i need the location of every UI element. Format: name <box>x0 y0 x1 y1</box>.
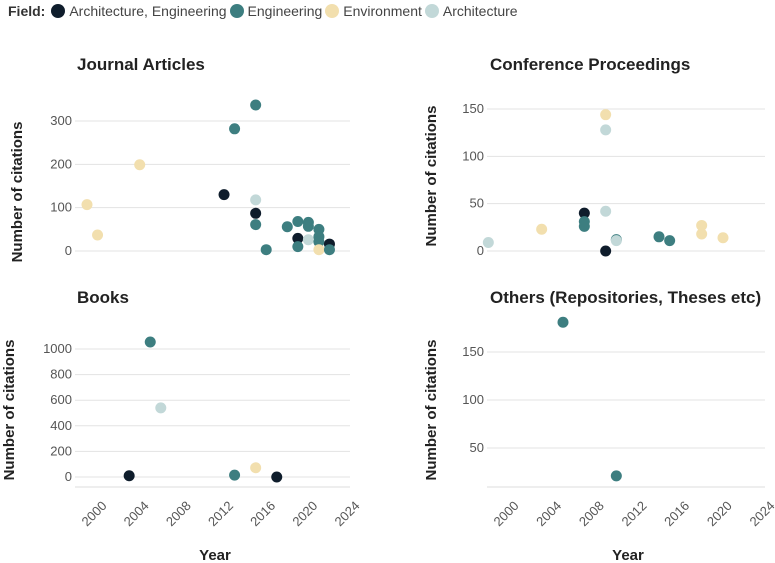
y-axis-label: Number of citations <box>423 340 440 481</box>
data-point <box>229 469 241 481</box>
legend-swatch <box>51 4 66 18</box>
x-tick-label: 2020 <box>289 498 320 529</box>
x-tick-label: 2016 <box>661 498 692 529</box>
y-tick-label: 50 <box>470 440 484 455</box>
y-tick-label: 200 <box>50 156 72 171</box>
y-tick-label: 400 <box>50 418 72 433</box>
x-tick-label: 2008 <box>163 498 194 529</box>
y-tick-label: 150 <box>462 101 484 116</box>
x-tick-label: 2024 <box>332 498 363 529</box>
data-point <box>610 470 622 482</box>
data-point <box>696 228 708 240</box>
data-point <box>92 229 104 241</box>
data-point <box>250 219 262 231</box>
y-tick-label: 100 <box>50 200 72 215</box>
data-point <box>250 99 262 111</box>
x-tick-label: 2024 <box>747 498 775 529</box>
x-tick-label: 2012 <box>619 498 650 529</box>
y-tick-label: 0 <box>65 469 72 484</box>
data-point <box>557 316 569 328</box>
y-axis-label: Number of citations <box>9 122 26 263</box>
legend-label: Environment <box>343 3 422 19</box>
panel-title: Journal Articles <box>77 55 205 74</box>
data-point <box>229 123 241 135</box>
data-point <box>302 234 314 246</box>
data-point <box>155 402 167 414</box>
data-point <box>610 235 622 247</box>
y-tick-label: 0 <box>477 243 484 258</box>
data-point <box>600 245 612 257</box>
x-tick-label: 2016 <box>247 498 278 529</box>
data-point <box>313 244 325 256</box>
x-tick-label: 2004 <box>121 498 152 529</box>
data-point <box>292 232 304 244</box>
data-point <box>653 231 665 243</box>
y-axis-label: Number of citations <box>423 106 440 247</box>
x-tick-label: 2008 <box>576 498 607 529</box>
y-tick-label: 50 <box>470 196 484 211</box>
legend-label: Architecture, Engineering <box>69 3 227 19</box>
data-point <box>664 235 676 247</box>
x-tick-label: 2020 <box>704 498 735 529</box>
y-tick-label: 100 <box>462 148 484 163</box>
data-point <box>271 471 283 483</box>
data-point <box>218 189 230 201</box>
data-point <box>578 207 590 219</box>
x-tick-label: 2000 <box>79 498 110 529</box>
legend-item-architecture: Architecture <box>424 3 518 19</box>
panel-title: Books <box>77 288 129 307</box>
x-axis-label: Year <box>612 547 644 563</box>
legend-swatch <box>424 4 439 18</box>
data-point <box>696 219 708 231</box>
y-axis-label: Number of citations <box>1 340 18 481</box>
y-tick-label: 800 <box>50 367 72 382</box>
legend-swatch <box>325 4 340 18</box>
panel-title: Others (Repositories, Theses etc) <box>490 288 761 307</box>
legend-title: Field: <box>8 3 46 19</box>
x-tick-label: 2000 <box>491 498 522 529</box>
legend-item-engineering: Engineering <box>229 3 323 19</box>
data-point <box>292 216 304 228</box>
y-tick-label: 100 <box>462 392 484 407</box>
data-point <box>717 232 729 244</box>
legend-label: Engineering <box>247 3 323 19</box>
legend-swatch <box>229 4 244 18</box>
data-point <box>600 205 612 217</box>
data-point <box>292 241 304 253</box>
y-tick-label: 150 <box>462 344 484 359</box>
data-point <box>600 124 612 136</box>
data-point <box>250 462 262 474</box>
data-point <box>81 199 93 211</box>
data-point <box>281 221 293 233</box>
data-point <box>578 220 590 232</box>
y-tick-label: 0 <box>65 243 72 258</box>
data-point <box>260 244 272 256</box>
data-point <box>250 207 262 219</box>
data-point <box>323 244 335 256</box>
data-point <box>482 236 494 248</box>
data-point <box>600 109 612 121</box>
legend: Field: Architecture, Engineering Enginee… <box>8 0 521 22</box>
legend-label: Architecture <box>442 3 518 19</box>
data-point <box>302 220 314 232</box>
y-tick-label: 200 <box>50 443 72 458</box>
x-axis-label: Year <box>199 547 231 563</box>
data-point <box>134 159 146 171</box>
data-point <box>250 194 262 206</box>
data-point <box>313 236 325 248</box>
data-point <box>536 223 548 235</box>
y-tick-label: 300 <box>50 113 72 128</box>
data-point <box>123 470 135 482</box>
data-point <box>144 336 156 348</box>
legend-item-environment: Environment <box>325 3 422 19</box>
panel-title: Conference Proceedings <box>490 55 690 74</box>
legend-item-architecture-engineering: Architecture, Engineering <box>51 3 227 19</box>
x-tick-label: 2004 <box>533 498 564 529</box>
y-tick-label: 1000 <box>43 341 72 356</box>
y-tick-label: 600 <box>50 392 72 407</box>
x-tick-label: 2012 <box>205 498 236 529</box>
